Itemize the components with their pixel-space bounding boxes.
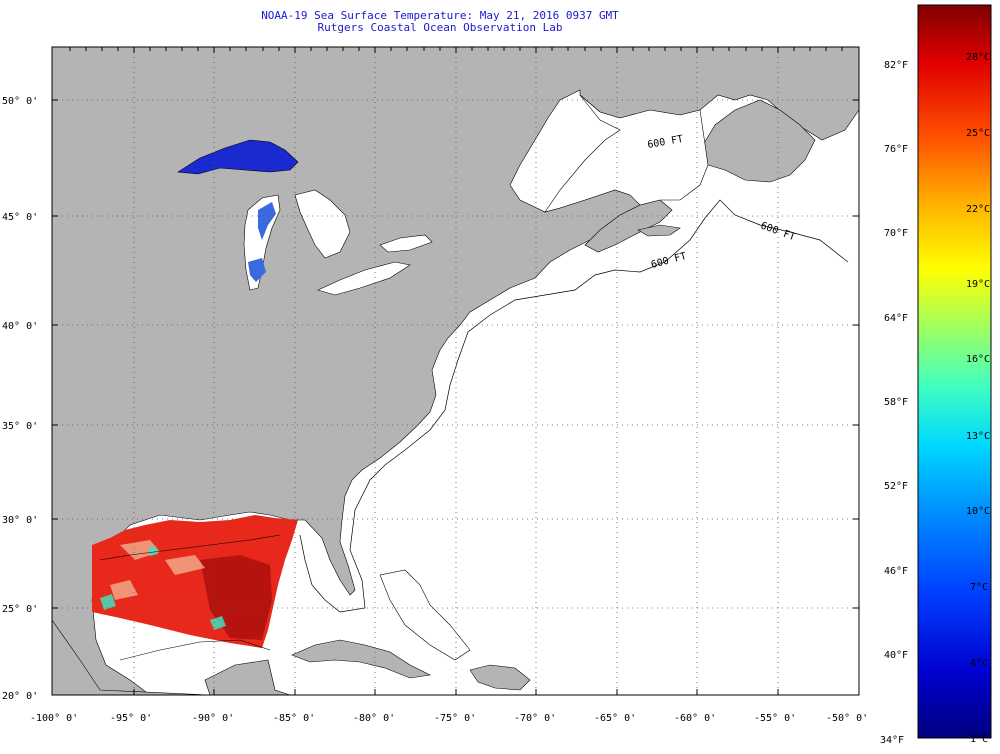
gulf-contour [99,534,281,661]
cb-f-label: 70°F [884,228,908,239]
lon-label: -65° 0' [594,713,636,724]
cb-f-label: 34°F [880,735,904,746]
lat-label: 50° 0' [2,96,38,107]
lat-label: 30° 0' [2,515,38,526]
lat-label: 45° 0' [2,212,38,223]
lat-label: 20° 0' [2,691,38,702]
colorbar [917,4,992,739]
bahamas-contour [379,569,471,661]
gulf-sst-cyan-spots [100,546,226,630]
title-line1: NOAA-19 Sea Surface Temperature: May 21,… [261,9,619,22]
title-line2: Rutgers Coastal Ocean Observation Lab [317,21,563,34]
lon-label: -55° 0' [754,713,796,724]
shelf-contour [299,199,849,613]
frame-ticks [51,47,860,695]
lon-label: -95° 0' [110,713,152,724]
lon-label: -90° 0' [192,713,234,724]
lake-erie [317,261,411,296]
lake-ontario [379,234,433,253]
cb-c-label: 16°C [966,354,990,365]
colorbar-fahrenheit-labels: 82°F 76°F 70°F 64°F 58°F 52°F 46°F 40°F … [880,60,908,746]
colorbar-celsius-labels: 28°C 25°C 22°C 19°C 16°C 13°C 10°C 7°C 4… [966,52,990,745]
cb-f-label: 40°F [884,650,908,661]
longitude-labels: -100° 0' -95° 0' -90° 0' -85° 0' -80° 0'… [30,713,868,724]
lon-label: -60° 0' [674,713,716,724]
cb-f-label: 58°F [884,397,908,408]
lon-label: -50° 0' [826,713,868,724]
cb-c-label: 1°C [970,734,988,745]
land-cuba [291,639,431,679]
land-nova-scotia [584,199,673,253]
cb-f-label: 82°F [884,60,908,71]
cb-c-label: 25°C [966,128,990,139]
cb-c-label: 10°C [966,506,990,517]
lon-label: -80° 0' [353,713,395,724]
land-newfoundland [699,99,816,183]
lon-label: -75° 0' [434,713,476,724]
cb-c-label: 22°C [966,204,990,215]
latitude-labels: 50° 0' 45° 0' 40° 0' 35° 0' 30° 0' 25° 0… [2,96,38,702]
cb-f-label: 64°F [884,313,908,324]
lon-label: -70° 0' [514,713,556,724]
lake-michigan-sst [248,202,276,282]
cb-c-label: 28°C [966,52,990,63]
lon-label: -100° 0' [30,713,78,724]
cb-c-label: 4°C [970,658,988,669]
lon-label: -85° 0' [273,713,315,724]
cb-f-label: 52°F [884,481,908,492]
grid [52,47,859,695]
cb-c-label: 19°C [966,279,990,290]
cb-f-label: 76°F [884,144,908,155]
land-yucatan [52,619,291,695]
land-pei [637,224,681,237]
lake-superior [177,139,299,175]
land-hispaniola [469,664,531,691]
gulf-st-lawrence [544,94,709,213]
cb-c-label: 7°C [970,582,988,593]
lat-label: 25° 0' [2,604,38,615]
gulf-sst-cool-streaks [110,540,205,600]
cb-c-label: 13°C [966,431,990,442]
lat-label: 40° 0' [2,321,38,332]
lake-huron [294,189,351,259]
cb-f-label: 46°F [884,566,908,577]
lat-label: 35° 0' [2,421,38,432]
